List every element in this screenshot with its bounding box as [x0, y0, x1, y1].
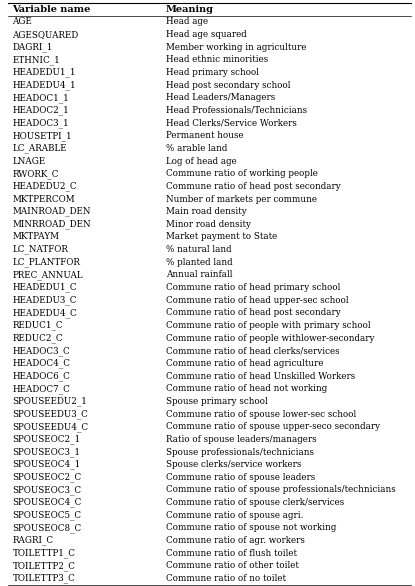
Text: % arable land: % arable land: [166, 144, 227, 153]
Text: Annual rainfall: Annual rainfall: [166, 270, 232, 280]
Text: TOILETTP3_C: TOILETTP3_C: [12, 574, 76, 583]
Text: AGE: AGE: [12, 18, 32, 26]
Text: RAGRI_C: RAGRI_C: [12, 536, 54, 546]
Text: % natural land: % natural land: [166, 245, 232, 254]
Text: SPOUSEOC2_1: SPOUSEOC2_1: [12, 434, 81, 444]
Text: Commune ratio of head Unskilled Workers: Commune ratio of head Unskilled Workers: [166, 372, 355, 380]
Text: HOUSETPI_1: HOUSETPI_1: [12, 131, 72, 141]
Text: DAGRI_1: DAGRI_1: [12, 42, 53, 52]
Text: HEADOC6_C: HEADOC6_C: [12, 372, 70, 381]
Text: Commune ratio of head post secondary: Commune ratio of head post secondary: [166, 182, 341, 191]
Text: LC_PLANTFOR: LC_PLANTFOR: [12, 257, 81, 267]
Text: REDUC2_C: REDUC2_C: [12, 333, 63, 343]
Text: Commune ratio of spouse not working: Commune ratio of spouse not working: [166, 523, 337, 533]
Text: HEADOC2_1: HEADOC2_1: [12, 105, 69, 115]
Text: HEADEDU1_C: HEADEDU1_C: [12, 282, 77, 292]
Text: TOILETTP2_C: TOILETTP2_C: [12, 561, 76, 571]
Text: SPOUSEOC4_C: SPOUSEOC4_C: [12, 498, 82, 507]
Text: HEADEDU2_C: HEADEDU2_C: [12, 182, 77, 191]
Text: SPOUSEEDU3_C: SPOUSEEDU3_C: [12, 409, 88, 419]
Text: SPOUSEOC5_C: SPOUSEOC5_C: [12, 510, 82, 520]
Text: % planted land: % planted land: [166, 258, 233, 267]
Text: Head Clerks/Service Workers: Head Clerks/Service Workers: [166, 118, 297, 128]
Text: Variable name: Variable name: [12, 5, 91, 13]
Text: Commune ratio of spouse leaders: Commune ratio of spouse leaders: [166, 473, 315, 482]
Text: Number of markets per commune: Number of markets per commune: [166, 195, 317, 203]
Text: Commune ratio of spouse clerk/services: Commune ratio of spouse clerk/services: [166, 498, 344, 507]
Text: LNAGE: LNAGE: [12, 156, 46, 166]
Text: HEADOC3_C: HEADOC3_C: [12, 346, 70, 356]
Text: Permanent house: Permanent house: [166, 131, 244, 140]
Text: Head age squared: Head age squared: [166, 30, 247, 39]
Text: TOILETTP1_C: TOILETTP1_C: [12, 548, 76, 558]
Text: Commune ratio of head agriculture: Commune ratio of head agriculture: [166, 359, 324, 368]
Text: Ratio of spouse leaders/managers: Ratio of spouse leaders/managers: [166, 435, 317, 444]
Text: HEADEDU4_C: HEADEDU4_C: [12, 308, 77, 318]
Text: Commune ratio of head post secondary: Commune ratio of head post secondary: [166, 308, 341, 318]
Text: Spouse clerks/service workers: Spouse clerks/service workers: [166, 460, 301, 469]
Text: SPOUSEOC3_1: SPOUSEOC3_1: [12, 447, 81, 457]
Text: MKTPERCOM: MKTPERCOM: [12, 195, 75, 203]
Text: HEADOC1_1: HEADOC1_1: [12, 93, 69, 103]
Text: Commune ratio of head primary school: Commune ratio of head primary school: [166, 283, 340, 292]
Text: Meaning: Meaning: [166, 5, 214, 13]
Text: Head Professionals/Technicians: Head Professionals/Technicians: [166, 106, 307, 115]
Text: Commune ratio of no toilet: Commune ratio of no toilet: [166, 574, 286, 583]
Text: MAINROAD_DEN: MAINROAD_DEN: [12, 207, 91, 216]
Text: HEADOC3_1: HEADOC3_1: [12, 118, 69, 128]
Text: Head Leaders/Managers: Head Leaders/Managers: [166, 93, 275, 103]
Text: Commune ratio of head not working: Commune ratio of head not working: [166, 384, 327, 393]
Text: SPOUSEOC2_C: SPOUSEOC2_C: [12, 472, 82, 482]
Text: ETHNIC_1: ETHNIC_1: [12, 55, 60, 64]
Text: Commune ratio of spouse lower-sec school: Commune ratio of spouse lower-sec school: [166, 410, 356, 418]
Text: Commune ratio of working people: Commune ratio of working people: [166, 169, 318, 178]
Text: Head post secondary school: Head post secondary school: [166, 81, 290, 90]
Text: PREC_ANNUAL: PREC_ANNUAL: [12, 270, 83, 280]
Text: Commune ratio of people withlower-secondary: Commune ratio of people withlower-second…: [166, 333, 374, 343]
Text: SPOUSEEDU4_C: SPOUSEEDU4_C: [12, 422, 88, 431]
Text: Commune ratio of agr. workers: Commune ratio of agr. workers: [166, 536, 305, 545]
Text: Commune ratio of other toilet: Commune ratio of other toilet: [166, 561, 299, 570]
Text: Commune ratio of head upper-sec school: Commune ratio of head upper-sec school: [166, 296, 349, 305]
Text: Spouse primary school: Spouse primary school: [166, 397, 268, 406]
Text: Member working in agriculture: Member working in agriculture: [166, 43, 307, 52]
Text: Commune ratio of spouse professionals/technicians: Commune ratio of spouse professionals/te…: [166, 485, 396, 495]
Text: Commune ratio of people with primary school: Commune ratio of people with primary sch…: [166, 321, 371, 330]
Text: Head ethnic minorities: Head ethnic minorities: [166, 55, 268, 64]
Text: Commune ratio of head clerks/services: Commune ratio of head clerks/services: [166, 346, 339, 355]
Text: HEADOC4_C: HEADOC4_C: [12, 359, 71, 368]
Text: Head primary school: Head primary school: [166, 68, 259, 77]
Text: Log of head age: Log of head age: [166, 156, 237, 166]
Text: Main road density: Main road density: [166, 207, 247, 216]
Text: Commune ratio of spouse agri.: Commune ratio of spouse agri.: [166, 511, 303, 520]
Text: Spouse professionals/technicians: Spouse professionals/technicians: [166, 448, 314, 456]
Text: LC_ARABLE: LC_ARABLE: [12, 144, 67, 154]
Text: REDUC1_C: REDUC1_C: [12, 321, 63, 331]
Text: Market payment to State: Market payment to State: [166, 233, 277, 241]
Text: SPOUSEOC8_C: SPOUSEOC8_C: [12, 523, 82, 533]
Text: Commune ratio of spouse upper-seco secondary: Commune ratio of spouse upper-seco secon…: [166, 422, 380, 431]
Text: HEADEDU1_1: HEADEDU1_1: [12, 67, 76, 77]
Text: Minor road density: Minor road density: [166, 220, 251, 229]
Text: MKTPAYM: MKTPAYM: [12, 233, 59, 241]
Text: Head age: Head age: [166, 18, 208, 26]
Text: Commune ratio of flush toilet: Commune ratio of flush toilet: [166, 548, 297, 558]
Text: LC_NATFOR: LC_NATFOR: [12, 245, 68, 254]
Text: HEADEDU4_1: HEADEDU4_1: [12, 80, 76, 90]
Text: SPOUSEOC4_1: SPOUSEOC4_1: [12, 460, 81, 469]
Text: RWORK_C: RWORK_C: [12, 169, 59, 179]
Text: SPOUSEEDU2_1: SPOUSEEDU2_1: [12, 397, 87, 406]
Text: HEADOC7_C: HEADOC7_C: [12, 384, 70, 394]
Text: AGESQUARED: AGESQUARED: [12, 30, 79, 39]
Text: MINRROAD_DEN: MINRROAD_DEN: [12, 220, 91, 229]
Text: HEADEDU3_C: HEADEDU3_C: [12, 295, 77, 305]
Text: SPOUSEOC3_C: SPOUSEOC3_C: [12, 485, 82, 495]
